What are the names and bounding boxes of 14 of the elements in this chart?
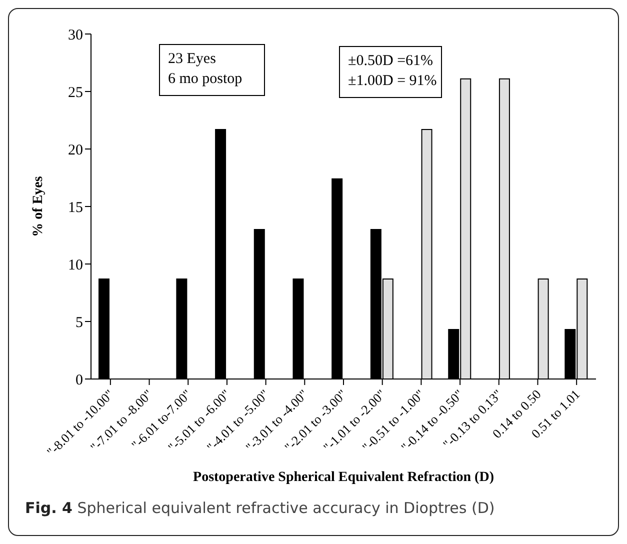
x-axis-title: Postoperative Spherical Equivalent Refraction (D) [193,470,494,485]
y-tick-label: 10 [68,257,83,274]
caption: Fig. 4 Spherical equivalent refractive accuracy in Dioptres (D) [25,499,495,517]
y-axis-title: % of Eyes [30,176,46,237]
y-tick-label: 25 [68,84,83,101]
y-tick-label: 5 [76,314,83,331]
y-tick-label: 30 [68,27,83,44]
y-tick-label: 20 [68,142,83,158]
y-tick-label: 15 [68,200,83,216]
annotation: ±1.00D = 91% [348,72,437,91]
y-tick-label: 0 [76,372,83,388]
annotation: 6 mo postop [168,70,242,89]
annotation: ±0.50D =61% [348,52,434,71]
annotation: 23 Eyes [168,50,217,69]
